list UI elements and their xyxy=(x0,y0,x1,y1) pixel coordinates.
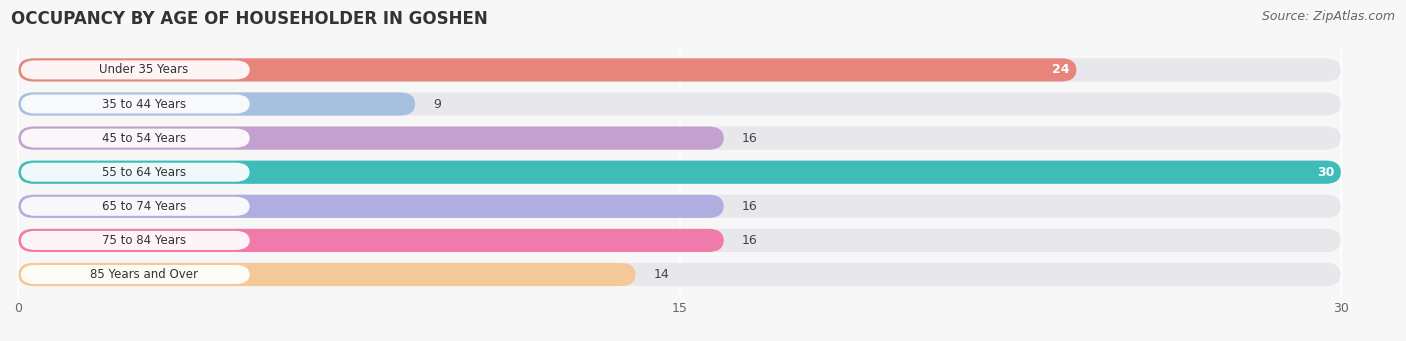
Text: 75 to 84 Years: 75 to 84 Years xyxy=(103,234,186,247)
FancyBboxPatch shape xyxy=(18,161,1341,184)
Text: 30: 30 xyxy=(1317,166,1334,179)
FancyBboxPatch shape xyxy=(21,197,250,216)
FancyBboxPatch shape xyxy=(21,94,250,114)
Text: 16: 16 xyxy=(741,234,756,247)
Text: 55 to 64 Years: 55 to 64 Years xyxy=(103,166,186,179)
FancyBboxPatch shape xyxy=(21,60,250,79)
Text: 35 to 44 Years: 35 to 44 Years xyxy=(103,98,186,110)
FancyBboxPatch shape xyxy=(18,229,724,252)
FancyBboxPatch shape xyxy=(18,58,1077,81)
Text: 45 to 54 Years: 45 to 54 Years xyxy=(103,132,186,145)
Text: 14: 14 xyxy=(654,268,669,281)
FancyBboxPatch shape xyxy=(18,195,1341,218)
FancyBboxPatch shape xyxy=(21,129,250,148)
FancyBboxPatch shape xyxy=(18,127,1341,150)
FancyBboxPatch shape xyxy=(18,229,1341,252)
Text: 24: 24 xyxy=(1052,63,1070,76)
FancyBboxPatch shape xyxy=(18,92,415,116)
Text: OCCUPANCY BY AGE OF HOUSEHOLDER IN GOSHEN: OCCUPANCY BY AGE OF HOUSEHOLDER IN GOSHE… xyxy=(11,10,488,28)
FancyBboxPatch shape xyxy=(18,195,724,218)
FancyBboxPatch shape xyxy=(21,231,250,250)
FancyBboxPatch shape xyxy=(18,263,1341,286)
FancyBboxPatch shape xyxy=(18,263,636,286)
Text: 85 Years and Over: 85 Years and Over xyxy=(90,268,198,281)
FancyBboxPatch shape xyxy=(21,265,250,284)
FancyBboxPatch shape xyxy=(18,127,724,150)
Text: 16: 16 xyxy=(741,200,756,213)
FancyBboxPatch shape xyxy=(18,58,1341,81)
Text: 9: 9 xyxy=(433,98,440,110)
Text: 65 to 74 Years: 65 to 74 Years xyxy=(103,200,186,213)
Text: 16: 16 xyxy=(741,132,756,145)
FancyBboxPatch shape xyxy=(18,92,1341,116)
Text: Under 35 Years: Under 35 Years xyxy=(100,63,188,76)
FancyBboxPatch shape xyxy=(18,161,1341,184)
FancyBboxPatch shape xyxy=(21,163,250,182)
Text: Source: ZipAtlas.com: Source: ZipAtlas.com xyxy=(1261,10,1395,23)
